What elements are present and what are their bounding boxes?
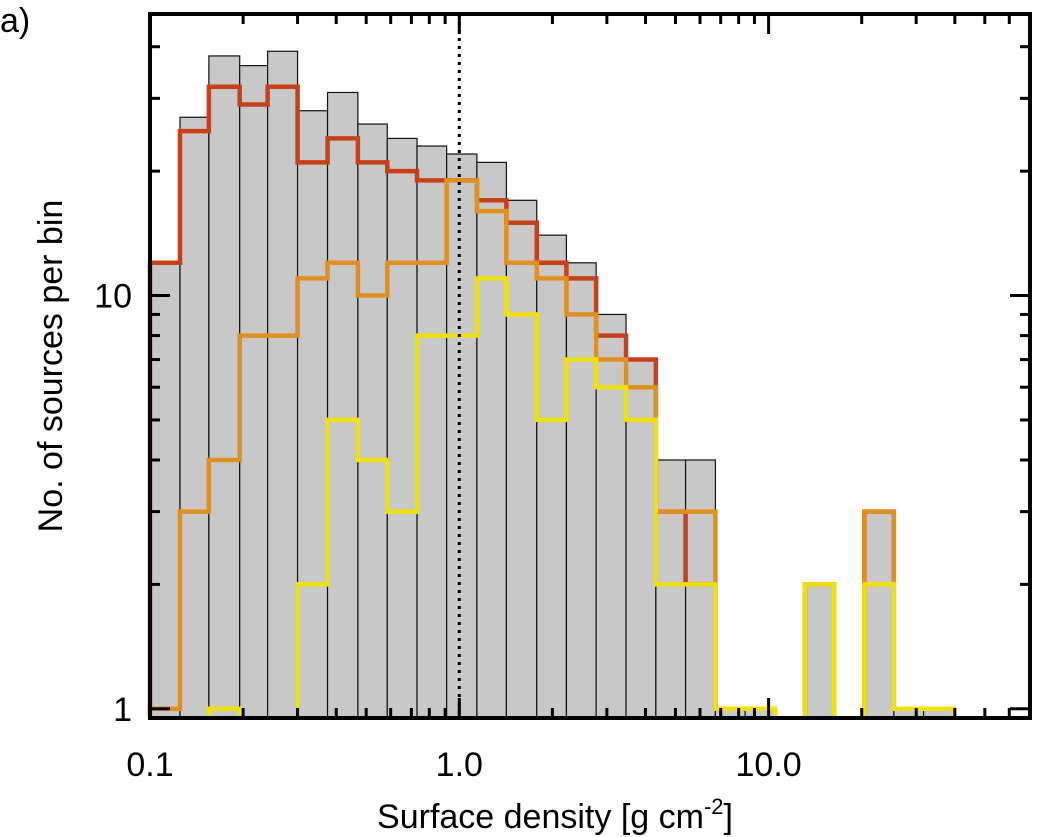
bar-17 [655, 459, 687, 719]
bar-4 [267, 50, 299, 719]
panel-label: a) [0, 2, 31, 40]
bar-2 [208, 55, 241, 719]
bar-0 [149, 262, 181, 719]
plot-frame [148, 12, 1032, 720]
step-line-series-3 [206, 276, 956, 718]
bar-8 [386, 137, 418, 719]
x-tick-label: 0.1 [126, 746, 173, 784]
bar-7 [357, 123, 388, 719]
bar-1 [179, 116, 210, 719]
y-tick-label: 10 [94, 278, 132, 316]
bar-15 [595, 313, 627, 719]
tick-labels: 0.1 1.0 10.0 1 10 [94, 278, 802, 784]
bar-5 [296, 110, 329, 719]
bar-13 [536, 234, 568, 719]
bar-11 [476, 161, 508, 719]
bar-16 [625, 358, 657, 719]
bar-18 [684, 459, 717, 719]
bar-6 [326, 91, 359, 719]
bar-22 [804, 583, 835, 719]
bar-10 [446, 153, 478, 719]
x-tick-label: 10.0 [736, 746, 802, 784]
x-tick-label: 1.0 [436, 746, 483, 784]
bar-3 [239, 65, 269, 719]
bar-14 [565, 262, 597, 719]
x-axis-title: Surface density [g cm-2] [377, 794, 733, 836]
y-axis-title: No. of sources per bin [32, 200, 70, 533]
bar-12 [505, 199, 538, 719]
y-tick-label: 1 [113, 691, 132, 729]
bar-24 [863, 511, 895, 719]
bar-9 [416, 145, 448, 719]
